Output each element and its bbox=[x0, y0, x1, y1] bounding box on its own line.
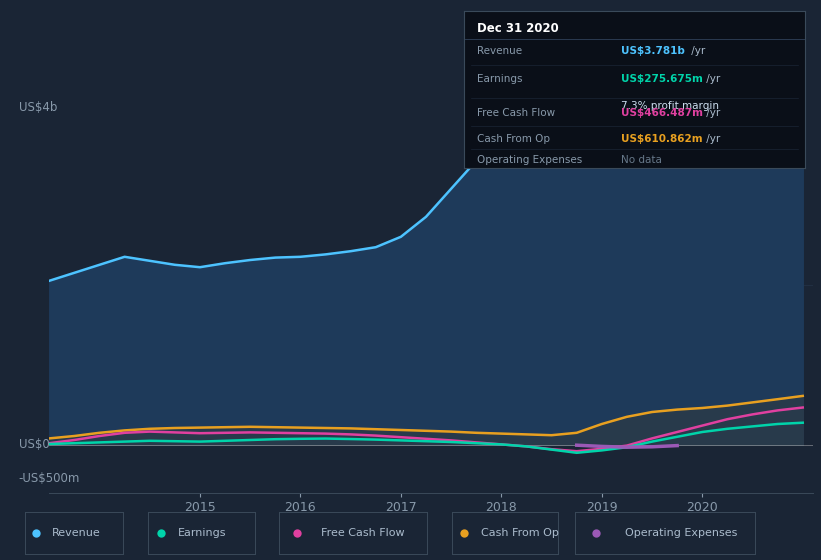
Text: US$3.781b: US$3.781b bbox=[621, 46, 685, 55]
Text: US$610.862m: US$610.862m bbox=[621, 133, 702, 143]
Text: Dec 31 2020: Dec 31 2020 bbox=[478, 22, 559, 35]
Text: Operating Expenses: Operating Expenses bbox=[478, 156, 583, 165]
Text: Earnings: Earnings bbox=[177, 529, 226, 538]
Text: -US$500m: -US$500m bbox=[19, 472, 80, 485]
Text: Earnings: Earnings bbox=[478, 74, 523, 84]
Text: Revenue: Revenue bbox=[478, 46, 523, 55]
Text: US$275.675m: US$275.675m bbox=[621, 74, 703, 84]
Text: /yr: /yr bbox=[703, 109, 720, 118]
Text: Cash From Op: Cash From Op bbox=[478, 133, 551, 143]
Text: 7.3% profit margin: 7.3% profit margin bbox=[621, 101, 718, 110]
Text: Free Cash Flow: Free Cash Flow bbox=[478, 109, 556, 118]
Text: US$4b: US$4b bbox=[19, 101, 57, 114]
Text: Free Cash Flow: Free Cash Flow bbox=[320, 529, 404, 538]
Text: No data: No data bbox=[621, 156, 662, 165]
Text: /yr: /yr bbox=[688, 46, 705, 55]
Text: Revenue: Revenue bbox=[53, 529, 101, 538]
Text: /yr: /yr bbox=[703, 133, 720, 143]
Text: /yr: /yr bbox=[703, 74, 720, 84]
Text: US$0: US$0 bbox=[19, 438, 49, 451]
Text: US$466.487m: US$466.487m bbox=[621, 109, 703, 118]
Text: Operating Expenses: Operating Expenses bbox=[626, 529, 737, 538]
Text: Cash From Op: Cash From Op bbox=[481, 529, 559, 538]
